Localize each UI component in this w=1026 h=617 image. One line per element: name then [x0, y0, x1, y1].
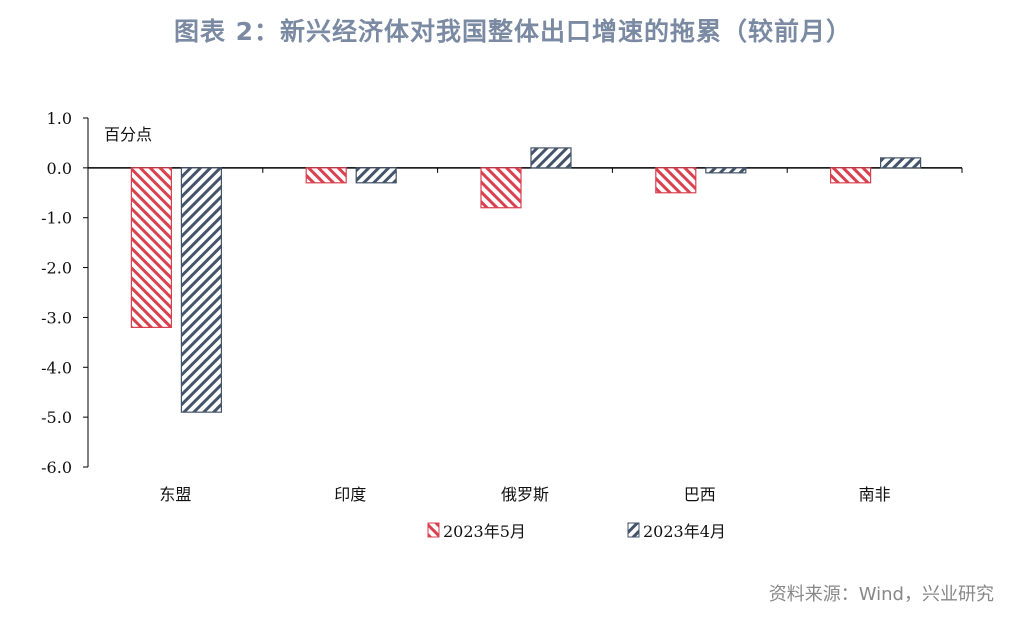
- x-tick-label: 东盟: [159, 485, 191, 504]
- legend-label: 2023年5月: [443, 522, 526, 541]
- x-tick-label: 俄罗斯: [501, 485, 549, 504]
- legend-swatch: [427, 522, 440, 538]
- y-tick-label: -6.0: [41, 458, 72, 477]
- x-tick-label: 巴西: [684, 485, 716, 504]
- bar-may: [829, 167, 872, 184]
- y-tick-label: -3.0: [41, 308, 72, 327]
- y-tick-label: 1.0: [47, 109, 72, 128]
- y-tick-label: -4.0: [41, 358, 72, 377]
- y-tick-label: -5.0: [41, 408, 72, 427]
- x-tick-label: 南非: [859, 485, 891, 504]
- y-tick-label: 0.0: [47, 159, 72, 178]
- bar-april: [355, 167, 397, 184]
- bar-april: [180, 167, 222, 413]
- bar-april: [705, 167, 747, 174]
- bar-may: [655, 167, 697, 194]
- y-axis-label: 百分点: [104, 125, 152, 144]
- bar-may: [130, 167, 172, 329]
- y-tick-label: -2.0: [41, 259, 72, 278]
- bar-april: [530, 147, 572, 169]
- source-note: 资料来源：Wind，兴业研究: [768, 584, 994, 605]
- x-tick-label: 印度: [334, 485, 366, 504]
- bar-may: [480, 167, 522, 209]
- chart-title: 图表 2：新兴经济体对我国整体出口增速的拖累（较前月）: [173, 17, 853, 46]
- y-tick-label: -1.0: [41, 209, 72, 228]
- bar-may: [305, 167, 347, 184]
- legend-label: 2023年4月: [643, 522, 726, 541]
- legend-swatch: [627, 522, 640, 538]
- bar-april: [879, 157, 922, 169]
